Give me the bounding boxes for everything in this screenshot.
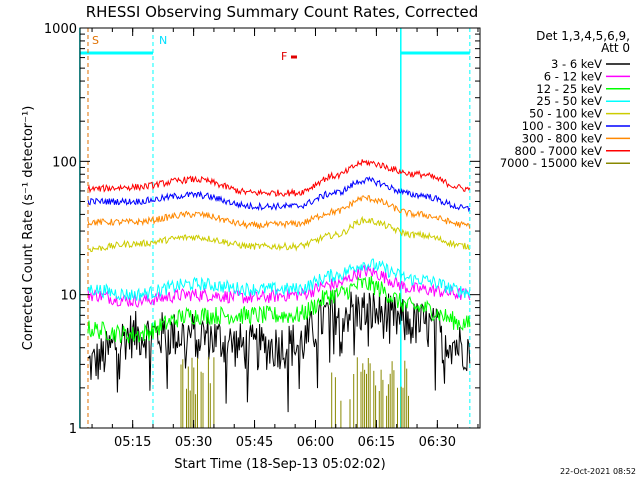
legend-label-6: 300 - 800 keV <box>522 131 602 145</box>
extra-series-0-line <box>87 176 471 213</box>
x-tick-label-1: 05:30 <box>175 435 212 450</box>
legend-label-1: 6 - 12 keV <box>544 69 602 83</box>
series-0-line <box>87 290 471 413</box>
plot-area: S N F <box>79 28 471 428</box>
timestamp: 22-Oct-2021 08:52 <box>560 467 636 476</box>
y-axis-label: Corrected Count Rate (s⁻¹ detector⁻¹) <box>21 106 36 351</box>
legend-label-5: 100 - 300 keV <box>522 119 602 133</box>
annotation-s: S <box>92 34 99 47</box>
legend-header-line-1: Det 1,3,4,5,6,9, <box>536 29 630 43</box>
x-tick-label-5: 06:30 <box>419 435 456 450</box>
chart-title: RHESSI Observing Summary Count Rates, Co… <box>86 3 479 21</box>
series-3-line <box>87 258 471 301</box>
y-tick-label-3: 1000 <box>44 22 77 37</box>
series-6-line <box>87 195 471 230</box>
legend-label-4: 50 - 100 keV <box>529 107 602 121</box>
y-tick-label-1: 10 <box>60 289 77 304</box>
series-4-line <box>87 215 470 253</box>
y-tick-label-2: 100 <box>52 155 77 170</box>
x-tick-label-4: 06:15 <box>358 435 395 450</box>
annotation-n: N <box>159 34 167 47</box>
x-tick-label-2: 05:45 <box>236 435 273 450</box>
axis-ticks: 05:15 05:30 05:45 06:00 06:15 06:30 1 10 100 1000 <box>44 22 480 450</box>
legend-label-8: 7000 - 15000 keV <box>500 156 602 170</box>
legend-label-3: 25 - 50 keV <box>536 94 602 108</box>
x-tick-label-0: 05:15 <box>114 435 151 450</box>
annotation-f: F <box>281 50 287 63</box>
legend-label-2: 12 - 25 keV <box>536 82 602 96</box>
legend-label-7: 800 - 7000 keV <box>514 144 602 158</box>
series-2-line <box>87 275 471 344</box>
series-7-line <box>87 159 471 197</box>
x-axis-label: Start Time (18-Sep-13 05:02:02) <box>174 457 385 472</box>
x-tick-label-3: 06:00 <box>297 435 334 450</box>
y-tick-label-0: 1 <box>69 422 77 437</box>
legend-label-0: 3 - 6 keV <box>551 57 602 71</box>
plot-frame <box>79 27 481 429</box>
series-1-line <box>87 264 471 308</box>
legend-header-line-2: Att 0 <box>601 41 630 55</box>
